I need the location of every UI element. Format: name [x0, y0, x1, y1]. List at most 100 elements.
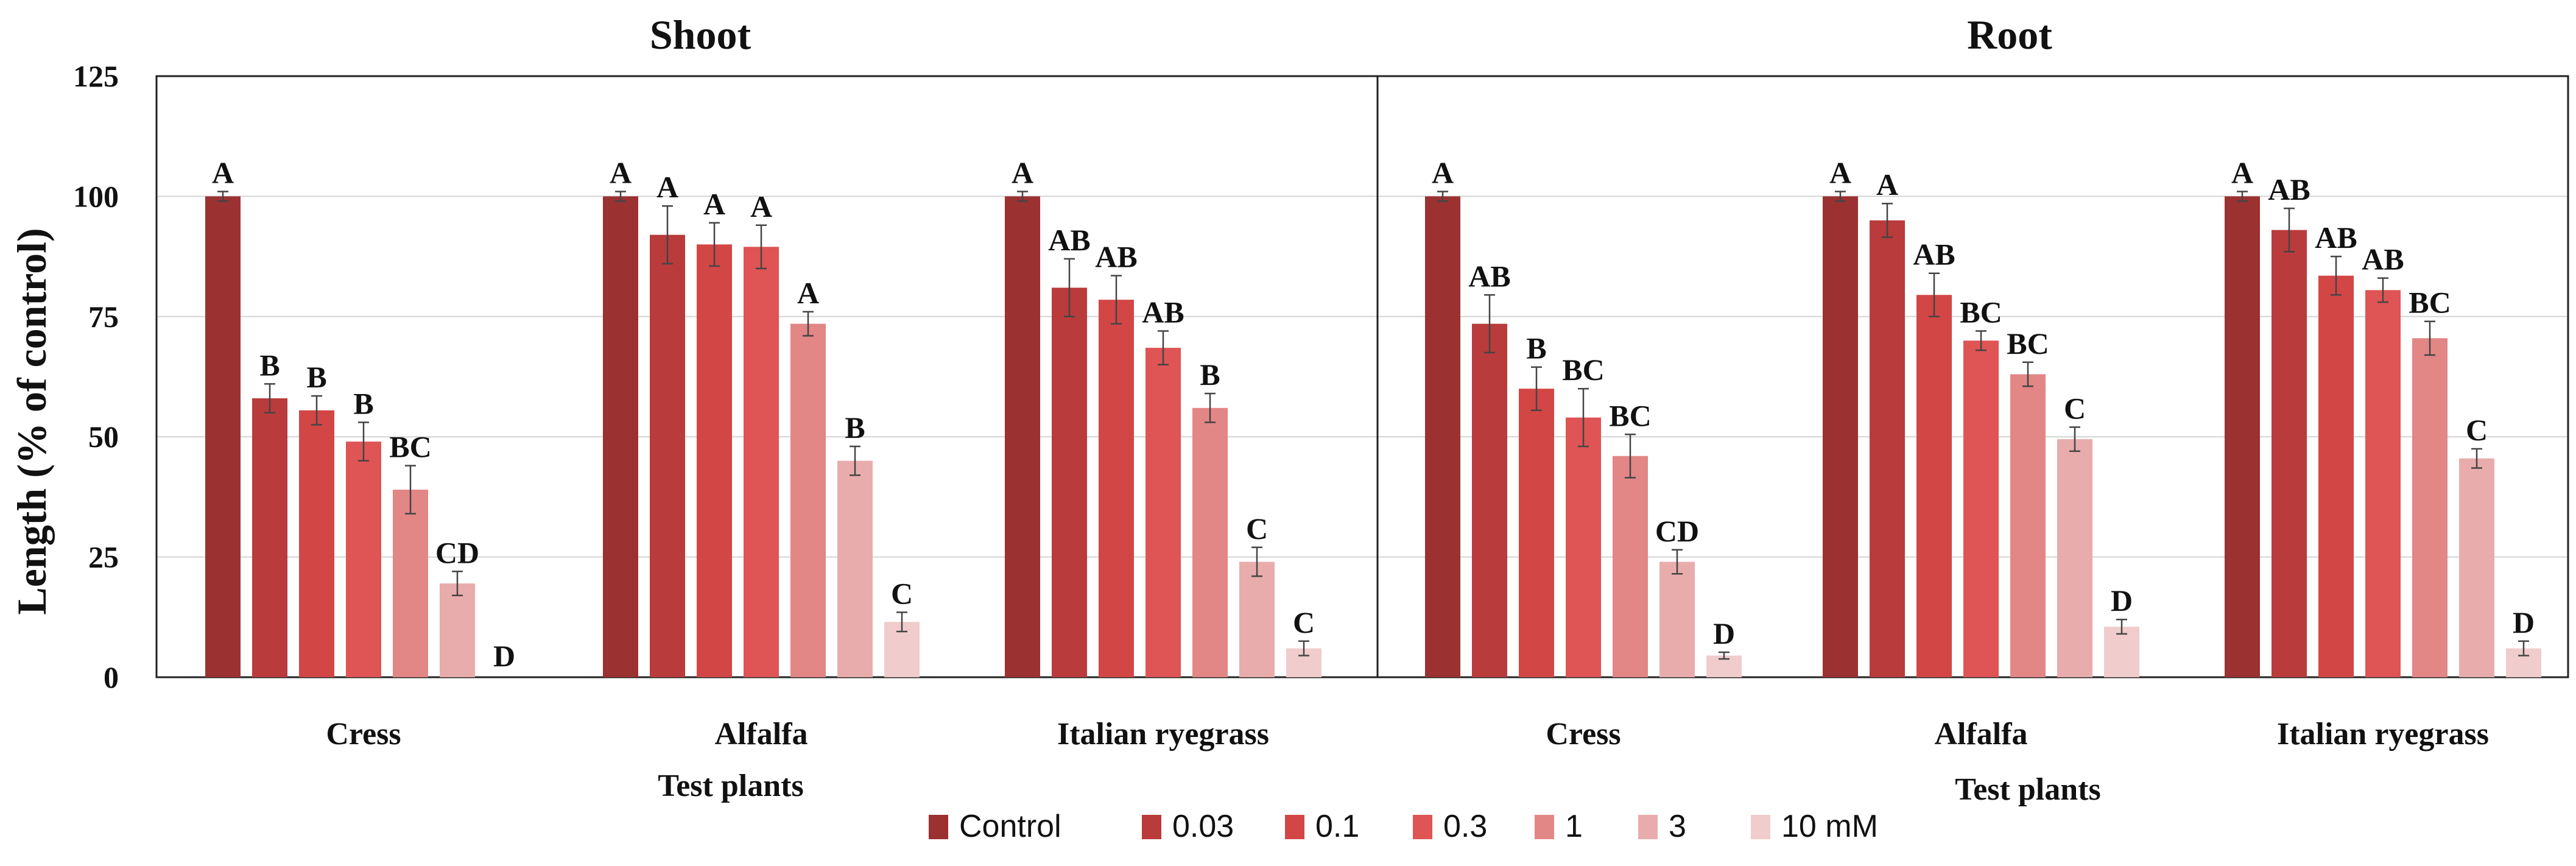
bar [603, 196, 638, 677]
legend-item: 10 mM [1751, 809, 1878, 844]
bar [1963, 340, 1999, 677]
error-bar [358, 421, 369, 462]
significance-label: C [2064, 391, 2086, 425]
significance-label: AB [1048, 223, 1090, 257]
significance-label: AB [1095, 240, 1137, 274]
significance-label: A [1012, 156, 1033, 190]
bar [2365, 290, 2401, 677]
error-bar [2022, 361, 2033, 387]
error-bar [896, 611, 907, 633]
error-bar [1882, 202, 1893, 238]
bar [2104, 627, 2139, 677]
bar [2010, 374, 2046, 677]
legend-item: 0.03 [1142, 809, 1234, 844]
significance-label: A [703, 187, 725, 221]
bar [1613, 456, 1648, 677]
bar [1659, 561, 1695, 677]
error-bar [1158, 330, 1169, 366]
significance-label: A [797, 276, 819, 310]
significance-label: D [2513, 605, 2535, 639]
legend-label: 0.03 [1172, 809, 1234, 844]
bar [837, 460, 873, 677]
significance-label: C [2466, 413, 2488, 447]
bar [2318, 275, 2354, 678]
significance-label: BC [389, 430, 431, 464]
bar [2057, 439, 2092, 677]
y-tick-label: 125 [73, 59, 119, 93]
significance-label: AB [1142, 295, 1184, 329]
category-label: Cress [326, 717, 401, 752]
error-bar [1835, 191, 1846, 202]
bar [744, 247, 779, 678]
significance-label: C [1246, 512, 1268, 546]
error-bar [2069, 426, 2080, 452]
significance-label: A [610, 156, 632, 190]
error-bar [1672, 549, 1683, 575]
error-bar [2331, 255, 2342, 296]
bar [790, 323, 826, 677]
error-bar [1064, 258, 1075, 318]
error-bar [2237, 191, 2248, 202]
error-bar [662, 205, 673, 265]
bar [1052, 287, 1087, 677]
root-category-labels: Cress Alfalfa Italian ryegrass [1546, 717, 2489, 752]
root-title: Root [1967, 12, 2052, 58]
shoot-x-axis-label: Test plants [658, 769, 803, 803]
legend-item: 3 [1638, 809, 1686, 844]
legend-item: 0.1 [1285, 809, 1359, 844]
error-bar [1719, 651, 1730, 660]
bar [697, 244, 732, 677]
significance-label: CD [1655, 514, 1699, 548]
significance-label: B [1200, 357, 1220, 392]
significance-label: B [353, 387, 373, 421]
bar [1472, 323, 1507, 677]
error-bar [1437, 191, 1448, 202]
significance-label: A [212, 156, 234, 190]
shoot-title: Shoot [650, 12, 751, 58]
significance-label: A [1829, 156, 1851, 190]
error-bar [1111, 275, 1122, 325]
error-bar [850, 445, 860, 476]
significance-label: AB [1468, 259, 1510, 293]
significance-label: C [891, 576, 913, 610]
root-x-axis-label: Test plants [1955, 772, 2100, 807]
error-bar [1251, 546, 1262, 577]
significance-label: AB [2315, 220, 2357, 255]
y-tick-label: 100 [73, 179, 119, 213]
error-bar [1484, 294, 1495, 354]
error-bar [1578, 387, 1589, 448]
significance-label: BC [2007, 326, 2049, 361]
error-bar [264, 383, 275, 414]
error-bar [1976, 330, 1987, 351]
significance-label: BC [1960, 295, 2002, 329]
y-tick-label: 0 [104, 660, 119, 694]
significance-label: A [2231, 156, 2253, 190]
bar [2459, 458, 2494, 677]
legend-swatch [1638, 815, 1658, 839]
shoot-y-ticks: 0 25 50 75 100 125 [73, 59, 119, 694]
significance-label: D [493, 639, 515, 673]
error-bar [1531, 366, 1542, 412]
bar [1519, 389, 1554, 677]
error-bar [1625, 434, 1636, 479]
bar [1239, 561, 1275, 677]
error-bar [756, 224, 767, 270]
significance-label: BC [1609, 398, 1651, 432]
bar [1192, 407, 1228, 677]
bar [2412, 338, 2448, 677]
category-label: Italian ryegrass [1057, 717, 1269, 752]
y-tick-label: 75 [88, 300, 119, 334]
legend-label: 0.3 [1443, 809, 1487, 844]
significance-label: D [2111, 583, 2133, 618]
significance-label: D [1713, 616, 1735, 650]
legend-item: Control [929, 809, 1061, 844]
legend-label: 3 [1669, 809, 1686, 844]
error-bar [2284, 207, 2295, 253]
bar [1099, 300, 1134, 677]
legend-swatch [1285, 815, 1304, 839]
error-bar [1205, 392, 1216, 423]
significance-label: AB [1913, 238, 1955, 272]
